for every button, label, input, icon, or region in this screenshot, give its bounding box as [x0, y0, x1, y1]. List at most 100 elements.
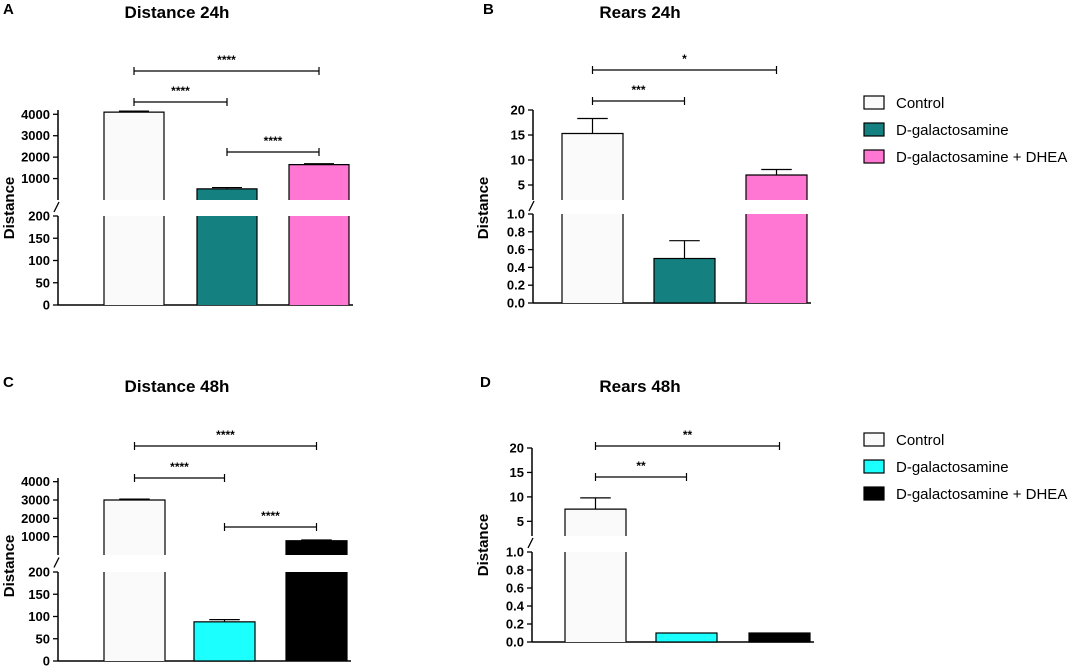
y-tick-label: 100 [28, 253, 50, 268]
legend-label: D-galactosamine + DHEA [896, 486, 1067, 503]
bar [197, 188, 257, 200]
significance-label: ** [683, 428, 693, 442]
chart-title: Rears 48h [599, 377, 680, 396]
bar [565, 552, 626, 642]
y-tick-label: 0.0 [507, 296, 525, 311]
bar [104, 216, 164, 305]
bar [565, 509, 626, 536]
y-tick-label: 3000 [21, 128, 50, 143]
y-tick-label: 15 [510, 465, 524, 480]
bar [289, 164, 349, 200]
y-tick-label: 150 [28, 231, 50, 246]
legend-swatch [863, 432, 885, 447]
y-tick-label: 5 [518, 178, 525, 193]
chart-panel-c: C Distance 48h Distance 0 50 100 150 200 1000 200… [1, 374, 351, 668]
y-tick-label: 0.0 [506, 635, 524, 650]
axis-break-mark [527, 537, 534, 549]
significance-label: *** [631, 83, 645, 97]
y-tick-label: 10 [510, 489, 524, 504]
y-tick-label: 0.2 [507, 278, 525, 293]
y-tick-label: 0 [43, 654, 50, 668]
chart-panel-b: B Rears 24h Distance 0.0 0.2 0.4 0.6 0.8 1.0 5 10 1… [475, 1, 811, 311]
y-axis-label: Distance [475, 514, 492, 577]
y-tick-label: 0.8 [507, 224, 525, 239]
y-tick-label: 10 [511, 153, 525, 168]
chart-title: Distance 24h [125, 3, 230, 22]
chart-panel-a: A Distance 24h Distance 0 50 100 150 200 1000 200… [1, 1, 353, 313]
y-tick-label: 0.8 [506, 563, 524, 578]
y-tick-label: 0.4 [506, 599, 525, 614]
y-tick-label: 0 [43, 298, 50, 313]
y-tick-label: 20 [510, 441, 524, 456]
legend-swatch [863, 459, 885, 474]
significance-label: **** [217, 53, 236, 67]
significance-label: **** [171, 84, 190, 98]
y-tick-label: 2000 [21, 511, 50, 526]
bar [653, 257, 716, 304]
legend-label: Control [896, 95, 944, 112]
legend-1: Control D-galactosamine D-galactosamine + … [863, 95, 1067, 166]
legend-label: Control [896, 432, 944, 449]
y-tick-label: 50 [36, 275, 50, 290]
significance-label: **** [216, 428, 235, 442]
legend-swatch [863, 486, 885, 501]
y-axis-label: Distance [475, 177, 492, 240]
chart-title: Rears 24h [599, 3, 680, 22]
panel-letter: D [480, 374, 491, 391]
significance-label: **** [264, 134, 283, 148]
bar [104, 112, 164, 200]
axis-break-mark [528, 200, 535, 212]
chart-title: Distance 48h [125, 377, 230, 396]
bar [562, 214, 623, 303]
panel-letter: B [483, 1, 494, 18]
legend-label: D-galactosamine [896, 122, 1009, 139]
significance-label: * [682, 52, 687, 66]
y-tick-label: 20 [511, 103, 525, 118]
bar [286, 572, 347, 661]
y-tick-label: 1000 [21, 171, 50, 186]
y-tick-label: 3000 [21, 493, 50, 508]
y-tick-label: 15 [511, 128, 525, 143]
legend-label: D-galactosamine + DHEA [896, 149, 1067, 166]
y-tick-label: 1000 [21, 529, 50, 544]
y-tick-label: 1.0 [507, 207, 525, 222]
y-tick-label: 150 [28, 587, 50, 602]
y-tick-label: 0.6 [506, 581, 524, 596]
significance-label: ** [636, 459, 646, 473]
axis-break-mark [53, 201, 60, 213]
legend-swatch [863, 149, 885, 164]
panel-letter: A [3, 1, 14, 18]
bar [746, 214, 807, 303]
y-tick-label: 0.6 [507, 242, 525, 257]
bar [562, 133, 623, 200]
significance-label: **** [170, 460, 189, 474]
y-tick-label: 200 [28, 565, 50, 580]
panel-letter: C [3, 374, 14, 391]
axis-break-mark [53, 557, 60, 568]
y-tick-label: 4000 [21, 474, 50, 489]
bar [197, 216, 257, 305]
y-tick-label: 5 [517, 514, 524, 529]
y-tick-label: 50 [36, 631, 50, 646]
bar [104, 500, 165, 555]
chart-panel-d: D Rears 48h Distance 0.0 0.2 0.4 0.6 0.8 1.0 5 10 1… [475, 374, 814, 650]
bar [286, 540, 347, 555]
y-tick-label: 0.2 [506, 617, 524, 632]
y-tick-label: 200 [28, 209, 50, 224]
y-tick-label: 4000 [21, 107, 50, 122]
legend-label: D-galactosamine [896, 459, 1009, 476]
legend-2: Control D-galactosamine D-galactosamine + … [863, 432, 1067, 503]
bar [748, 632, 811, 643]
y-tick-label: 100 [28, 609, 50, 624]
legend-swatch [863, 122, 885, 137]
bar [746, 175, 807, 200]
y-tick-label: 2000 [21, 150, 50, 165]
legend-swatch [863, 95, 885, 110]
bar [655, 632, 718, 643]
bar [193, 621, 256, 662]
bar [104, 572, 165, 661]
y-tick-label: 0.4 [507, 260, 526, 275]
y-axis-label: Distance [1, 535, 18, 598]
y-tick-label: 1.0 [506, 545, 524, 560]
